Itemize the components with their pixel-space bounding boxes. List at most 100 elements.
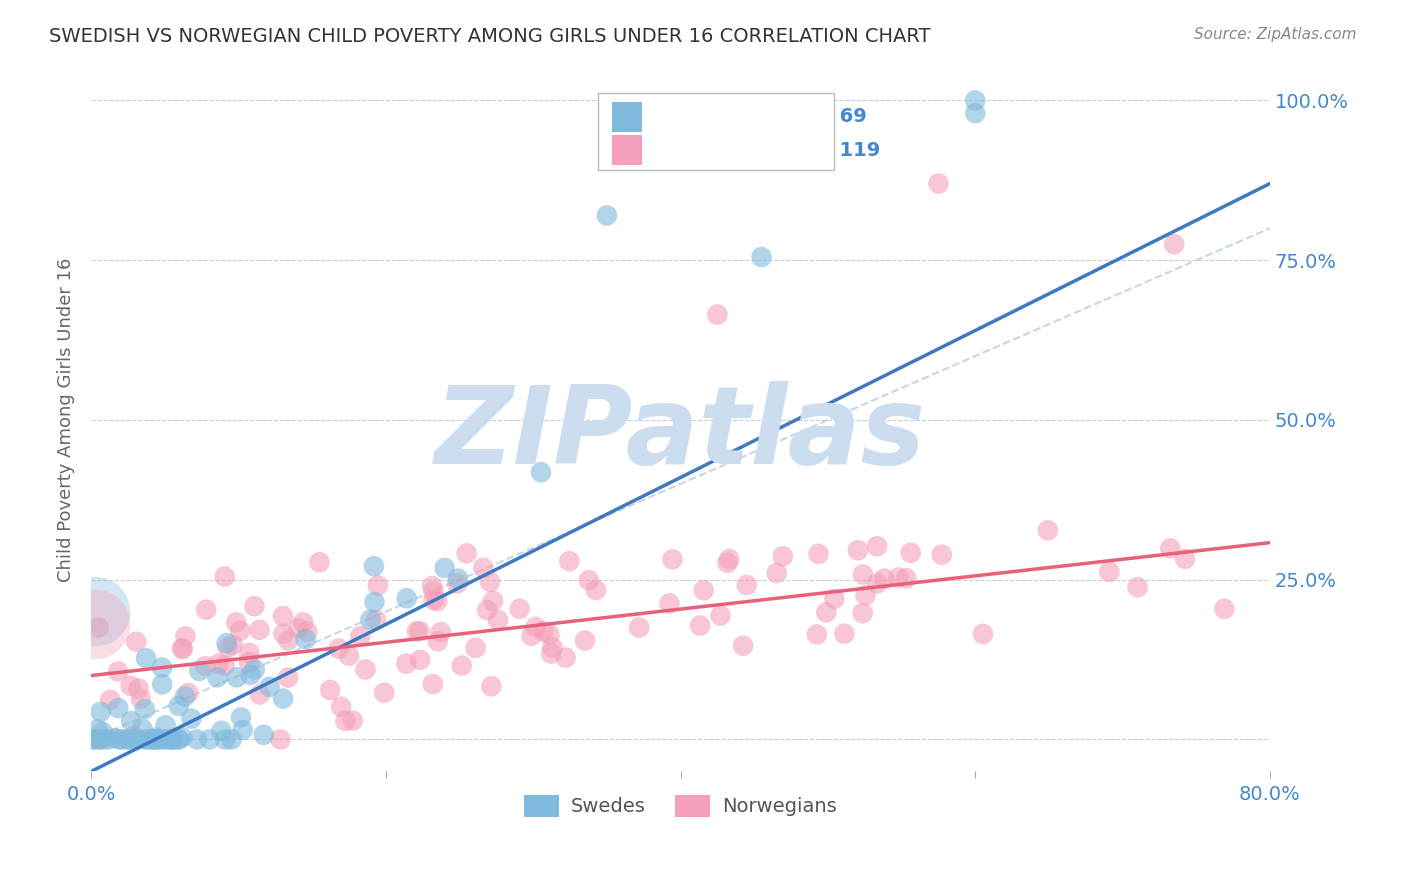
Point [86, 723, 108, 737]
Point [538, 627, 561, 641]
Point [308, 555, 330, 569]
Point [150, 660, 173, 674]
Point [349, 629, 371, 643]
Point [718, 552, 741, 566]
Point [541, 640, 564, 655]
Point [225, 670, 247, 684]
Point [866, 576, 889, 591]
Point [152, 732, 174, 747]
Point [574, 633, 596, 648]
Point [211, 723, 233, 738]
Point [689, 618, 711, 632]
Point [84, 605, 107, 619]
Point [129, 691, 152, 706]
Point [367, 578, 389, 592]
Point [475, 603, 498, 617]
Point [180, 712, 202, 726]
Point [363, 559, 385, 574]
Point [406, 624, 429, 639]
Point [249, 623, 271, 637]
Point [194, 659, 217, 673]
Point [195, 603, 218, 617]
Point [89, 732, 111, 747]
Point [277, 633, 299, 648]
Point [866, 539, 889, 553]
Point [188, 664, 211, 678]
Point [540, 647, 562, 661]
Point [107, 701, 129, 715]
Point [447, 572, 470, 586]
Point [172, 731, 194, 745]
Point [927, 177, 949, 191]
Point [751, 250, 773, 264]
Point [118, 732, 141, 747]
Point [596, 209, 619, 223]
Point [887, 570, 910, 584]
Point [139, 732, 162, 747]
Point [658, 596, 681, 610]
Point [731, 639, 754, 653]
Point [328, 641, 350, 656]
Point [1174, 551, 1197, 566]
Point [807, 547, 830, 561]
Point [156, 732, 179, 747]
Point [117, 732, 139, 747]
Point [294, 632, 316, 647]
Point [87, 621, 110, 635]
Point [661, 552, 683, 566]
Point [735, 578, 758, 592]
Point [806, 627, 828, 641]
Point [1213, 602, 1236, 616]
Point [482, 594, 505, 608]
Point [83, 732, 105, 747]
Point [120, 679, 142, 693]
Point [128, 681, 150, 696]
Point [271, 609, 294, 624]
Point [319, 682, 342, 697]
Point [456, 546, 478, 560]
Point [232, 723, 254, 737]
Text: SWEDISH VS NORWEGIAN CHILD POVERTY AMONG GIRLS UNDER 16 CORRELATION CHART: SWEDISH VS NORWEGIAN CHILD POVERTY AMONG… [49, 27, 931, 45]
Point [142, 732, 165, 747]
Point [815, 605, 838, 619]
Point [420, 579, 443, 593]
Point [238, 646, 260, 660]
Point [162, 732, 184, 747]
Point [215, 636, 238, 650]
Point [578, 573, 600, 587]
Point [709, 608, 731, 623]
Point [335, 714, 357, 728]
FancyBboxPatch shape [598, 93, 834, 170]
Point [167, 732, 190, 747]
Point [873, 572, 896, 586]
Point [486, 613, 509, 627]
Point [136, 732, 159, 747]
Point [472, 561, 495, 575]
Point [464, 640, 486, 655]
Point [479, 574, 502, 589]
Point [429, 625, 451, 640]
Point [107, 665, 129, 679]
Point [269, 732, 291, 747]
Point [846, 543, 869, 558]
Point [229, 624, 252, 638]
Point [143, 732, 166, 747]
Point [214, 658, 236, 673]
Point [155, 718, 177, 732]
Point [433, 561, 456, 575]
Point [214, 732, 236, 747]
Point [222, 638, 245, 652]
Point [479, 679, 502, 693]
Point [931, 548, 953, 562]
Point [186, 732, 208, 747]
Point [89, 705, 111, 719]
Text: Source: ZipAtlas.com: Source: ZipAtlas.com [1194, 27, 1357, 42]
Point [273, 627, 295, 641]
Point [972, 627, 994, 641]
Point [1126, 580, 1149, 594]
Point [354, 662, 377, 676]
Point [104, 731, 127, 746]
Point [124, 732, 146, 747]
Point [124, 732, 146, 747]
Point [167, 732, 190, 747]
